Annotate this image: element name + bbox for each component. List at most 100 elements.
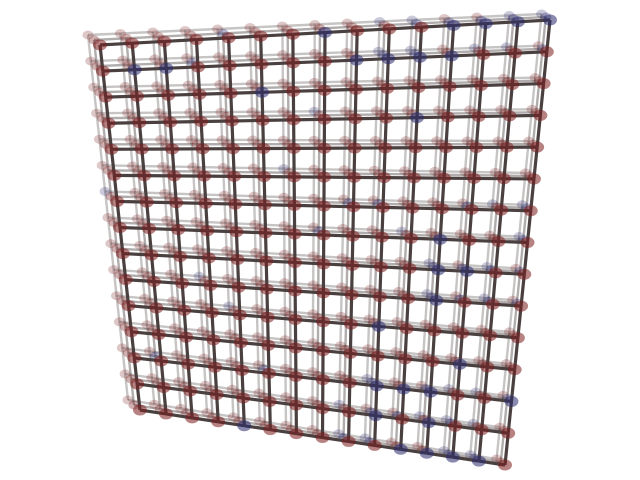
bond-rod	[122, 57, 155, 62]
bond-rod	[232, 387, 260, 395]
bond-rod	[312, 399, 340, 406]
atom-sphere	[116, 343, 128, 353]
bond-rod	[411, 17, 445, 22]
atom-sphere	[151, 81, 163, 91]
bond-rod	[224, 222, 228, 251]
atom-sphere	[226, 384, 238, 394]
bond-rod	[441, 18, 446, 50]
atom-sphere	[256, 143, 271, 155]
atom-sphere	[137, 170, 152, 182]
atom-sphere	[372, 76, 384, 86]
bond-rod	[373, 198, 404, 203]
atom-sphere	[369, 135, 381, 145]
atom-sphere	[473, 356, 485, 366]
atom-sphere	[470, 387, 482, 397]
atom-sphere	[452, 358, 467, 370]
bond-rod	[367, 289, 372, 319]
bond-rod	[284, 252, 314, 258]
bond-rod	[313, 196, 344, 201]
atom-sphere	[341, 435, 356, 447]
atom-sphere	[370, 106, 382, 116]
atom-sphere	[124, 134, 136, 144]
bond-rod	[224, 194, 255, 198]
bond-rod	[404, 110, 409, 141]
bond-rod	[254, 280, 259, 309]
bond-rod	[132, 164, 163, 168]
bond-rod	[343, 110, 347, 141]
bond-rod	[101, 165, 107, 192]
atom-sphere	[286, 85, 301, 97]
atom-sphere	[318, 27, 332, 38]
atom-sphere	[372, 291, 387, 303]
atom-sphere	[342, 377, 357, 389]
bond-rod	[259, 419, 287, 427]
bond-rod	[204, 385, 209, 413]
atom-sphere	[471, 110, 486, 122]
bond-rod	[225, 221, 255, 226]
atom-sphere	[464, 203, 479, 215]
atom-sphere	[199, 380, 211, 390]
bond-rod	[457, 263, 488, 268]
atom-sphere	[337, 223, 349, 233]
bond-rod	[258, 363, 286, 370]
bond-rod	[342, 227, 373, 231]
bond-rod	[196, 248, 201, 277]
atom-sphere	[523, 205, 538, 217]
bond-rod	[219, 112, 224, 140]
atom-sphere	[250, 276, 262, 286]
atom-sphere	[494, 204, 509, 216]
atom-sphere	[277, 78, 289, 88]
atom-sphere	[533, 109, 548, 121]
bond-rod	[170, 272, 200, 278]
bond-rod	[313, 283, 342, 289]
atom-sphere	[110, 195, 125, 207]
bond-rod	[468, 78, 474, 110]
atom-sphere	[334, 370, 346, 380]
bond-rod	[190, 139, 195, 168]
atom-sphere	[117, 55, 129, 65]
atom-sphere	[278, 192, 290, 202]
bond-rod	[120, 30, 153, 35]
atom-sphere	[182, 80, 194, 90]
atom-sphere	[129, 90, 144, 102]
atom-sphere	[157, 35, 172, 47]
bond-rod	[185, 57, 190, 86]
atom-sphere	[122, 395, 134, 405]
bond-rod	[233, 415, 260, 423]
bond-rod	[372, 228, 402, 233]
atom-sphere	[161, 89, 176, 101]
bond-rod	[125, 84, 157, 88]
atom-sphere	[333, 399, 345, 409]
atom-sphere	[221, 32, 236, 44]
atom-sphere	[510, 332, 525, 344]
atom-sphere	[514, 300, 529, 312]
bond-rod	[229, 332, 258, 338]
bond-rod	[423, 353, 452, 359]
atom-sphere	[148, 399, 160, 409]
bond-rod	[203, 356, 232, 363]
atom-sphere	[484, 230, 496, 240]
bond-rod	[119, 33, 125, 61]
atom-sphere	[217, 163, 229, 173]
bond-rod	[401, 229, 432, 234]
bond-rod	[312, 341, 341, 347]
atom-sphere	[359, 433, 371, 443]
bond-rod	[150, 377, 156, 405]
bond-rod	[250, 111, 254, 140]
bond-rod	[339, 403, 367, 410]
atom-sphere	[399, 166, 411, 176]
atom-sphere	[379, 112, 394, 124]
bond-rod	[229, 361, 234, 390]
atom-sphere	[289, 399, 304, 411]
bond-rod	[344, 81, 348, 112]
atom-sphere	[447, 322, 459, 332]
atom-sphere	[415, 380, 427, 390]
bond-rod	[374, 169, 405, 172]
bond-rod	[400, 260, 430, 265]
atom-sphere	[443, 384, 455, 394]
atom-sphere	[341, 47, 353, 57]
atom-sphere	[119, 369, 131, 379]
atom-sphere	[536, 9, 548, 19]
atom-sphere	[177, 304, 192, 316]
